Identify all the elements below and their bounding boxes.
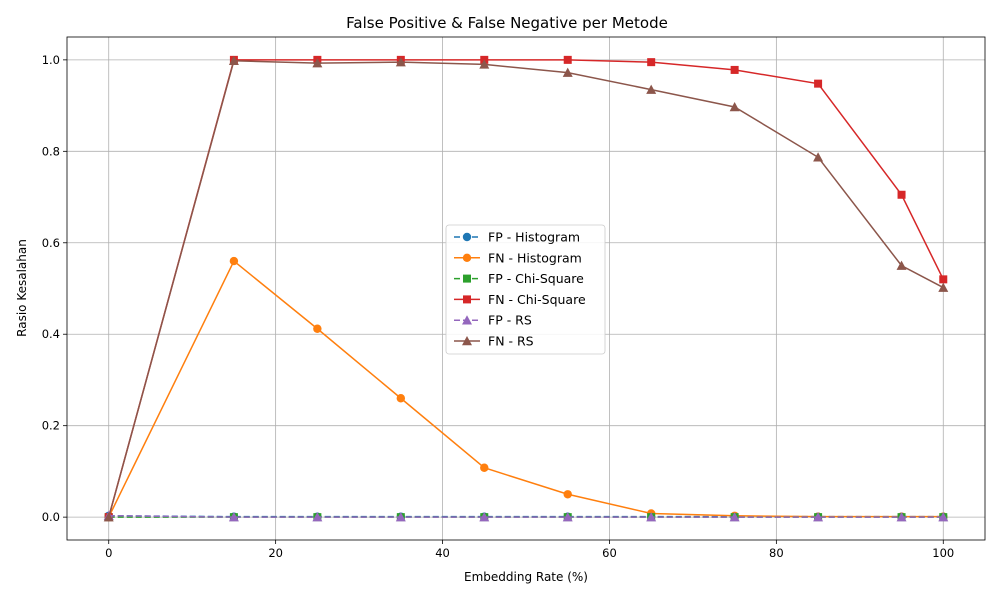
- legend-marker: [462, 336, 472, 346]
- legend-marker: [462, 315, 472, 325]
- x-axis-label: Embedding Rate (%): [464, 570, 588, 584]
- legend-item-fn-histogram: FN - Histogram: [454, 250, 582, 265]
- data-point-fn-histogram: [480, 463, 489, 472]
- legend-label: FN - RS: [488, 334, 534, 349]
- data-point-fn-chi-square: [939, 275, 948, 284]
- data-point-fp-rs: [813, 512, 824, 522]
- legend-marker: [462, 253, 472, 262]
- y-tick-label: 0.2: [42, 419, 60, 433]
- legend-label: FN - Chi-Square: [488, 292, 586, 307]
- y-tick-label: 0.6: [42, 236, 60, 250]
- data-point-fn-histogram: [396, 394, 406, 403]
- x-tick-label: 20: [268, 546, 283, 560]
- legend-item-fn-rs: FN - RS: [454, 334, 534, 349]
- data-point-fn-chi-square: [647, 58, 656, 67]
- data-point-fn-rs: [103, 512, 114, 522]
- data-point-fp-rs: [938, 512, 949, 522]
- x-tick-label: 40: [435, 546, 450, 560]
- data-point-fp-rs: [228, 512, 239, 522]
- x-tick-label: 80: [769, 546, 784, 560]
- x-axis: 0 20 40 60 80 100: [105, 540, 954, 560]
- y-axis: 0.0 0.2 0.4 0.6 0.8 1.0: [42, 53, 67, 524]
- data-point-fn-rs: [729, 101, 740, 112]
- data-point-fp-rs: [646, 512, 657, 522]
- data-point-fn-histogram: [313, 324, 322, 333]
- legend: FP - Histogram FN - Histogram FP - Chi-Squ…: [445, 224, 606, 355]
- legend-frame: [445, 224, 606, 355]
- data-point-fn-rs: [813, 152, 824, 162]
- legend-item-fn-chi-square: FN - Chi-Square: [454, 292, 586, 307]
- legend-marker: [462, 232, 472, 242]
- legend-label: FP - Chi-Square: [488, 271, 584, 286]
- plot-frame: [66, 36, 986, 541]
- x-tick-label: 0: [105, 546, 112, 560]
- data-point-fp-rs: [729, 512, 740, 522]
- data-point-fp-rs: [896, 512, 907, 522]
- legend-item-fp-histogram: FP - Histogram: [454, 230, 580, 245]
- data-point-fn-chi-square: [730, 65, 739, 74]
- y-tick-label: 0.0: [42, 510, 60, 524]
- y-tick-label: 1.0: [42, 53, 60, 67]
- legend-label: FN - Histogram: [488, 250, 582, 265]
- data-point-fn-rs: [562, 67, 573, 77]
- series-fn-rs: [103, 55, 949, 522]
- data-point-fn-rs: [479, 59, 490, 69]
- legend-label: FP - RS: [488, 313, 532, 328]
- data-point-fn-histogram: [229, 256, 239, 266]
- y-tick-label: 0.4: [42, 327, 60, 341]
- data-point-fn-chi-square: [814, 79, 823, 88]
- data-point-fn-rs: [646, 84, 657, 94]
- x-tick-label: 100: [932, 546, 954, 560]
- data-point-fn-rs: [896, 260, 907, 270]
- data-point-fp-rs: [312, 512, 323, 522]
- data-point-fn-rs: [395, 57, 406, 67]
- data-point-fp-rs: [562, 512, 573, 522]
- data-point-fn-rs: [228, 55, 239, 66]
- legend-label: FP - Histogram: [488, 230, 580, 245]
- chart-title: False Positive & False Negative per Meto…: [346, 14, 668, 32]
- legend-item-fp-chi-square: FP - Chi-Square: [454, 271, 584, 286]
- data-point-fp-rs: [479, 512, 490, 522]
- y-axis-label: Rasio Kesalahan: [15, 239, 29, 337]
- data-point-fn-chi-square: [563, 55, 572, 64]
- data-point-fp-rs: [395, 512, 406, 522]
- legend-item-fp-rs: FP - RS: [454, 313, 532, 328]
- legend-marker: [463, 274, 471, 283]
- data-point-fn-rs: [312, 58, 323, 68]
- legend-marker: [463, 295, 471, 304]
- data-point-fn-histogram: [563, 490, 572, 499]
- y-tick-label: 0.8: [42, 144, 60, 158]
- series-layer: [103, 55, 949, 522]
- x-tick-label: 60: [602, 546, 617, 560]
- data-point-fn-chi-square: [897, 190, 906, 199]
- data-point-fn-rs: [938, 282, 949, 292]
